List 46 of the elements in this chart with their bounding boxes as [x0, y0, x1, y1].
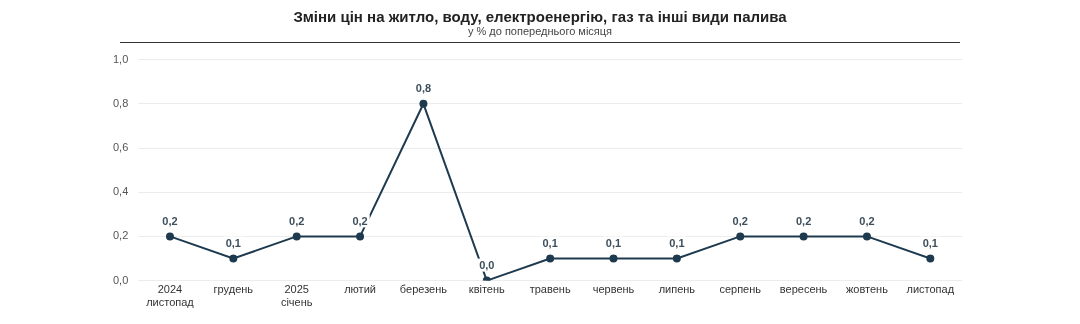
y-tick-label: 1,0 — [112, 52, 129, 65]
data-label: 0,2 — [352, 214, 368, 227]
point — [229, 254, 238, 263]
y-tick-label: 0,4 — [112, 185, 129, 198]
chart-subtitle: у % до попереднього місяця — [120, 25, 960, 43]
data-label: 0,1 — [922, 237, 938, 250]
point — [356, 232, 365, 241]
x-tick-label: 2024 листопад — [146, 283, 195, 309]
data-label: 0,0 — [479, 259, 495, 272]
x-tick-label: липень — [658, 283, 696, 296]
data-label: 0,2 — [795, 214, 812, 227]
data-label: 0,8 — [415, 82, 432, 95]
point — [609, 254, 618, 263]
x-tick-label: жовтень — [846, 283, 889, 296]
point — [546, 254, 555, 263]
data-label: 0,2 — [289, 214, 305, 227]
x-tick-label: серпень — [719, 283, 762, 296]
x-tick-label: березень — [399, 283, 448, 296]
point — [419, 99, 428, 108]
x-tick-label: квітень — [468, 283, 506, 296]
y-tick-label: 0,6 — [112, 141, 129, 154]
y-tick-label: 0,2 — [112, 229, 129, 242]
x-tick-label: 2025 січень — [280, 283, 313, 309]
x-tick-label: листопад — [906, 283, 955, 296]
y-tick-label: 0,0 — [112, 273, 129, 286]
x-tick-label: грудень — [213, 283, 254, 296]
x-tick-label: червень — [592, 283, 635, 296]
point — [736, 232, 745, 241]
data-label: 0,2 — [859, 214, 875, 227]
point — [799, 232, 808, 241]
point — [165, 232, 174, 241]
y-tick-label: 0,8 — [112, 96, 129, 109]
point — [926, 254, 935, 263]
point — [862, 232, 871, 241]
chart-title: Зміни цін на житло, воду, електроенергію, газ та інші види палива — [292, 8, 788, 25]
data-label: 0,1 — [669, 237, 685, 250]
x-tick-label: лютий — [344, 283, 376, 296]
data-label: 0,1 — [225, 237, 241, 250]
data-label: 0,1 — [542, 237, 558, 250]
data-label: 0,2 — [162, 214, 178, 227]
point — [292, 232, 301, 241]
x-tick-label: травень — [529, 283, 571, 296]
point — [672, 254, 681, 263]
data-label: 0,1 — [605, 237, 622, 250]
data-label: 0,2 — [732, 214, 748, 227]
x-tick-label: вересень — [779, 283, 828, 296]
